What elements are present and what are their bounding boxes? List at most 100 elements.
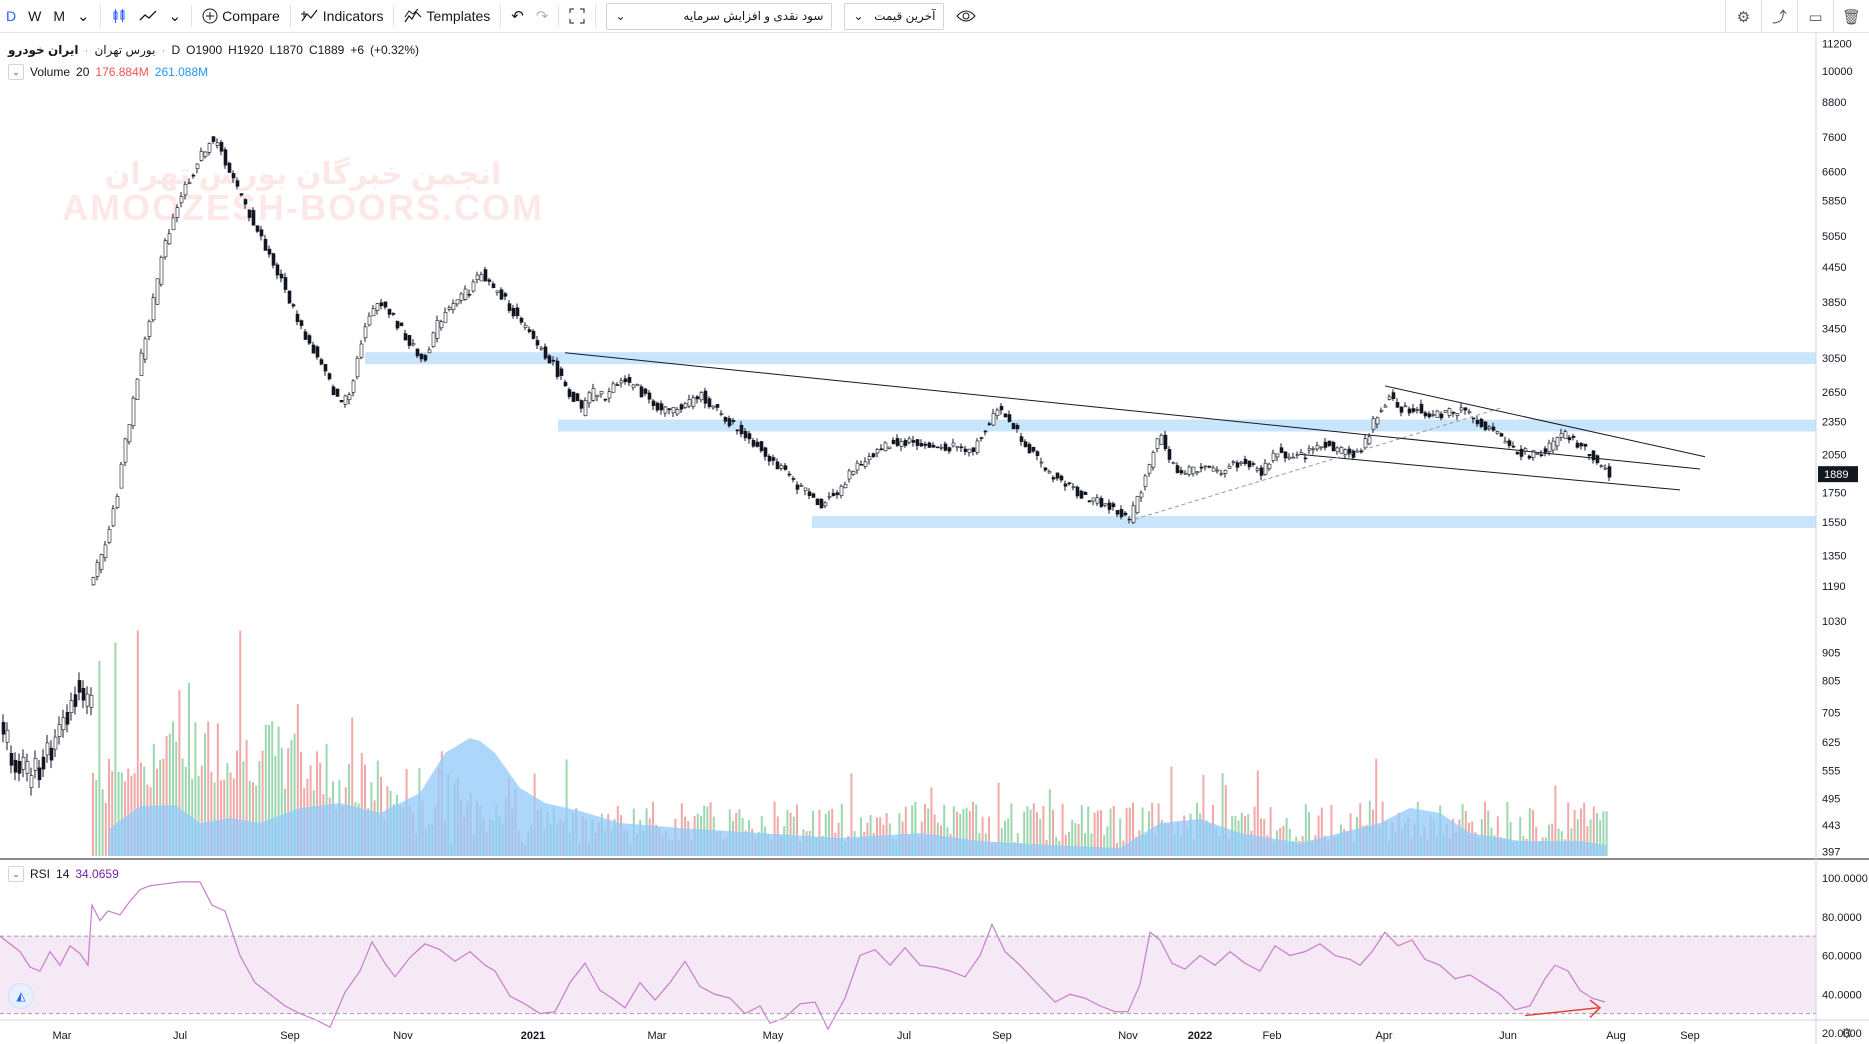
rsi-collapse-button[interactable]: ⌄ [8,866,24,882]
candle-body [691,397,696,407]
redo-button[interactable]: ↷ [530,0,555,33]
undo-button[interactable]: ↶ [505,0,530,33]
tradingview-logo-icon[interactable]: ◭ [8,983,34,1009]
candle-body [711,405,716,409]
volume-bar [178,690,181,856]
candle-body [903,440,908,446]
candle-body [339,400,344,403]
legend-interval: D [171,43,181,57]
volume-bar [1071,819,1074,856]
candle-body [635,384,640,387]
price-tick-label: 2050 [1822,449,1846,461]
dividend-adjust-value: سود نقدی و افزایش سرمایه [683,9,824,23]
candle-body [1287,456,1292,460]
candle-body [375,303,380,311]
eye-icon [956,10,977,22]
candle-body [539,347,544,350]
candle-body [57,724,62,737]
candle-body [1271,452,1276,461]
time-axis-settings-button[interactable]: ⚙ [1840,1025,1853,1042]
volume-bar [194,722,197,856]
volume-bar [975,804,978,856]
indicators-button[interactable]: Indicators [295,0,390,33]
time-tick-label: Mar [53,1030,72,1042]
volume-bar [1125,807,1128,856]
volume-collapse-button[interactable]: ⌄ [8,64,24,80]
candle-body [911,440,916,443]
interval-d-button[interactable]: D [6,8,17,24]
candle-body [131,397,136,427]
compare-button[interactable]: Compare [196,0,286,33]
templates-label: Templates [426,8,491,24]
candle-body [1363,438,1368,449]
candle-body [243,199,248,205]
volume-bar [181,758,184,856]
candle-body [1431,414,1436,416]
candle-body [159,256,164,285]
price-tick-label: 8800 [1822,97,1846,109]
ohlc-change: +6 [350,43,364,57]
volume-bar [789,812,792,856]
candle-body [1079,490,1084,499]
interval-w-button[interactable]: W [28,8,42,24]
candle-body [275,264,280,276]
candle-body [175,207,180,218]
volume-bar [818,809,821,856]
candle-body [1091,497,1096,502]
volume-bar [1132,802,1134,856]
candle-body [839,485,844,496]
price-chart[interactable]: 11200 10000 8800 7600 6600 5850 5050 4450 3850 34… [0,33,1869,1044]
fullscreen-button[interactable] [563,0,591,33]
settings-button[interactable]: ⚙ [1725,0,1761,33]
candle-body [291,304,296,307]
share-button[interactable]: ⤴ [1761,0,1797,33]
time-tick-label: Mar [648,1030,667,1042]
interval-m-button[interactable]: M [53,8,66,24]
candle-body [895,438,900,446]
candle-body [295,313,300,323]
volume-bar [1096,810,1099,856]
candle-body [299,320,304,326]
volume-bar [152,743,155,856]
volume-bar [1103,835,1106,856]
chart-style-dropdown[interactable]: ⌄ [163,0,188,33]
dividend-adjust-select[interactable]: ⌄ سود نقدی و افزایش سرمایه [606,2,833,30]
time-tick-label: Nov [1118,1030,1138,1042]
candle-body [551,359,556,362]
snapshot-button[interactable]: ▭ [1797,0,1833,33]
candles-style-button[interactable] [105,0,133,33]
candle-body [91,577,96,586]
volume-bar [1042,806,1045,856]
templates-button[interactable]: Templates [398,0,496,33]
volume-bar [175,741,178,856]
volume-bar [1004,820,1006,856]
candle-body [21,756,26,770]
candle-body [1591,450,1596,461]
candle-body [919,443,924,447]
time-tick-label: Sep [992,1030,1012,1042]
line-style-button[interactable] [133,0,163,33]
candle-body [671,407,676,414]
candle-body [1531,450,1536,458]
interval-dropdown-button[interactable]: ⌄ [71,0,96,33]
redo-icon: ↷ [535,8,549,25]
candle-body [1067,482,1072,485]
candle-body [499,289,504,300]
visibility-button[interactable] [950,0,982,33]
candle-body [1587,453,1592,457]
candle-body [99,554,104,570]
candle-body [151,297,156,321]
candle-body [675,409,680,415]
volume-ma-value: 261.088M [154,65,209,79]
delete-button[interactable]: 🗑 [1833,0,1869,33]
price-source-select[interactable]: ⌄ آخرین قیمت [844,2,945,30]
candle-body [319,359,324,365]
volume-bar [824,813,827,856]
volume-bar [210,771,213,856]
candle-body [683,403,688,408]
toolbar-divider [393,5,395,27]
candle-body [9,752,14,766]
wedge-lower-line [1299,453,1681,491]
candle-body [371,308,376,317]
volume-bar [1583,802,1586,856]
